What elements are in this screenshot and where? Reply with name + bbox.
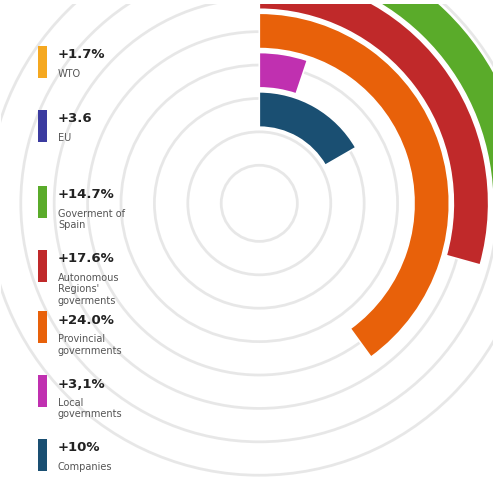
Text: +10%: +10% — [58, 442, 100, 454]
Text: +14.7%: +14.7% — [58, 188, 115, 202]
Wedge shape — [259, 13, 450, 357]
Text: Autonomous
Regions'
goverments: Autonomous Regions' goverments — [58, 272, 120, 306]
Text: +3.6: +3.6 — [58, 112, 92, 126]
Text: +1.7%: +1.7% — [58, 48, 105, 62]
Text: Provincial
governments: Provincial governments — [58, 334, 123, 355]
FancyBboxPatch shape — [38, 376, 47, 407]
Text: EU: EU — [58, 132, 71, 142]
Wedge shape — [259, 0, 489, 265]
Text: +17.6%: +17.6% — [58, 252, 115, 266]
Text: Companies: Companies — [58, 462, 112, 471]
Wedge shape — [259, 92, 356, 166]
FancyBboxPatch shape — [38, 186, 47, 218]
FancyBboxPatch shape — [38, 110, 47, 142]
Text: +24.0%: +24.0% — [58, 314, 115, 326]
Text: +3,1%: +3,1% — [58, 378, 106, 390]
Wedge shape — [259, 52, 307, 94]
FancyBboxPatch shape — [38, 46, 47, 78]
FancyBboxPatch shape — [38, 312, 47, 344]
FancyBboxPatch shape — [38, 439, 47, 471]
Text: Local
governments: Local governments — [58, 398, 123, 419]
FancyBboxPatch shape — [38, 250, 47, 282]
Text: Goverment of
Spain: Goverment of Spain — [58, 208, 125, 231]
Text: WTO: WTO — [58, 68, 81, 78]
Wedge shape — [259, 0, 494, 196]
